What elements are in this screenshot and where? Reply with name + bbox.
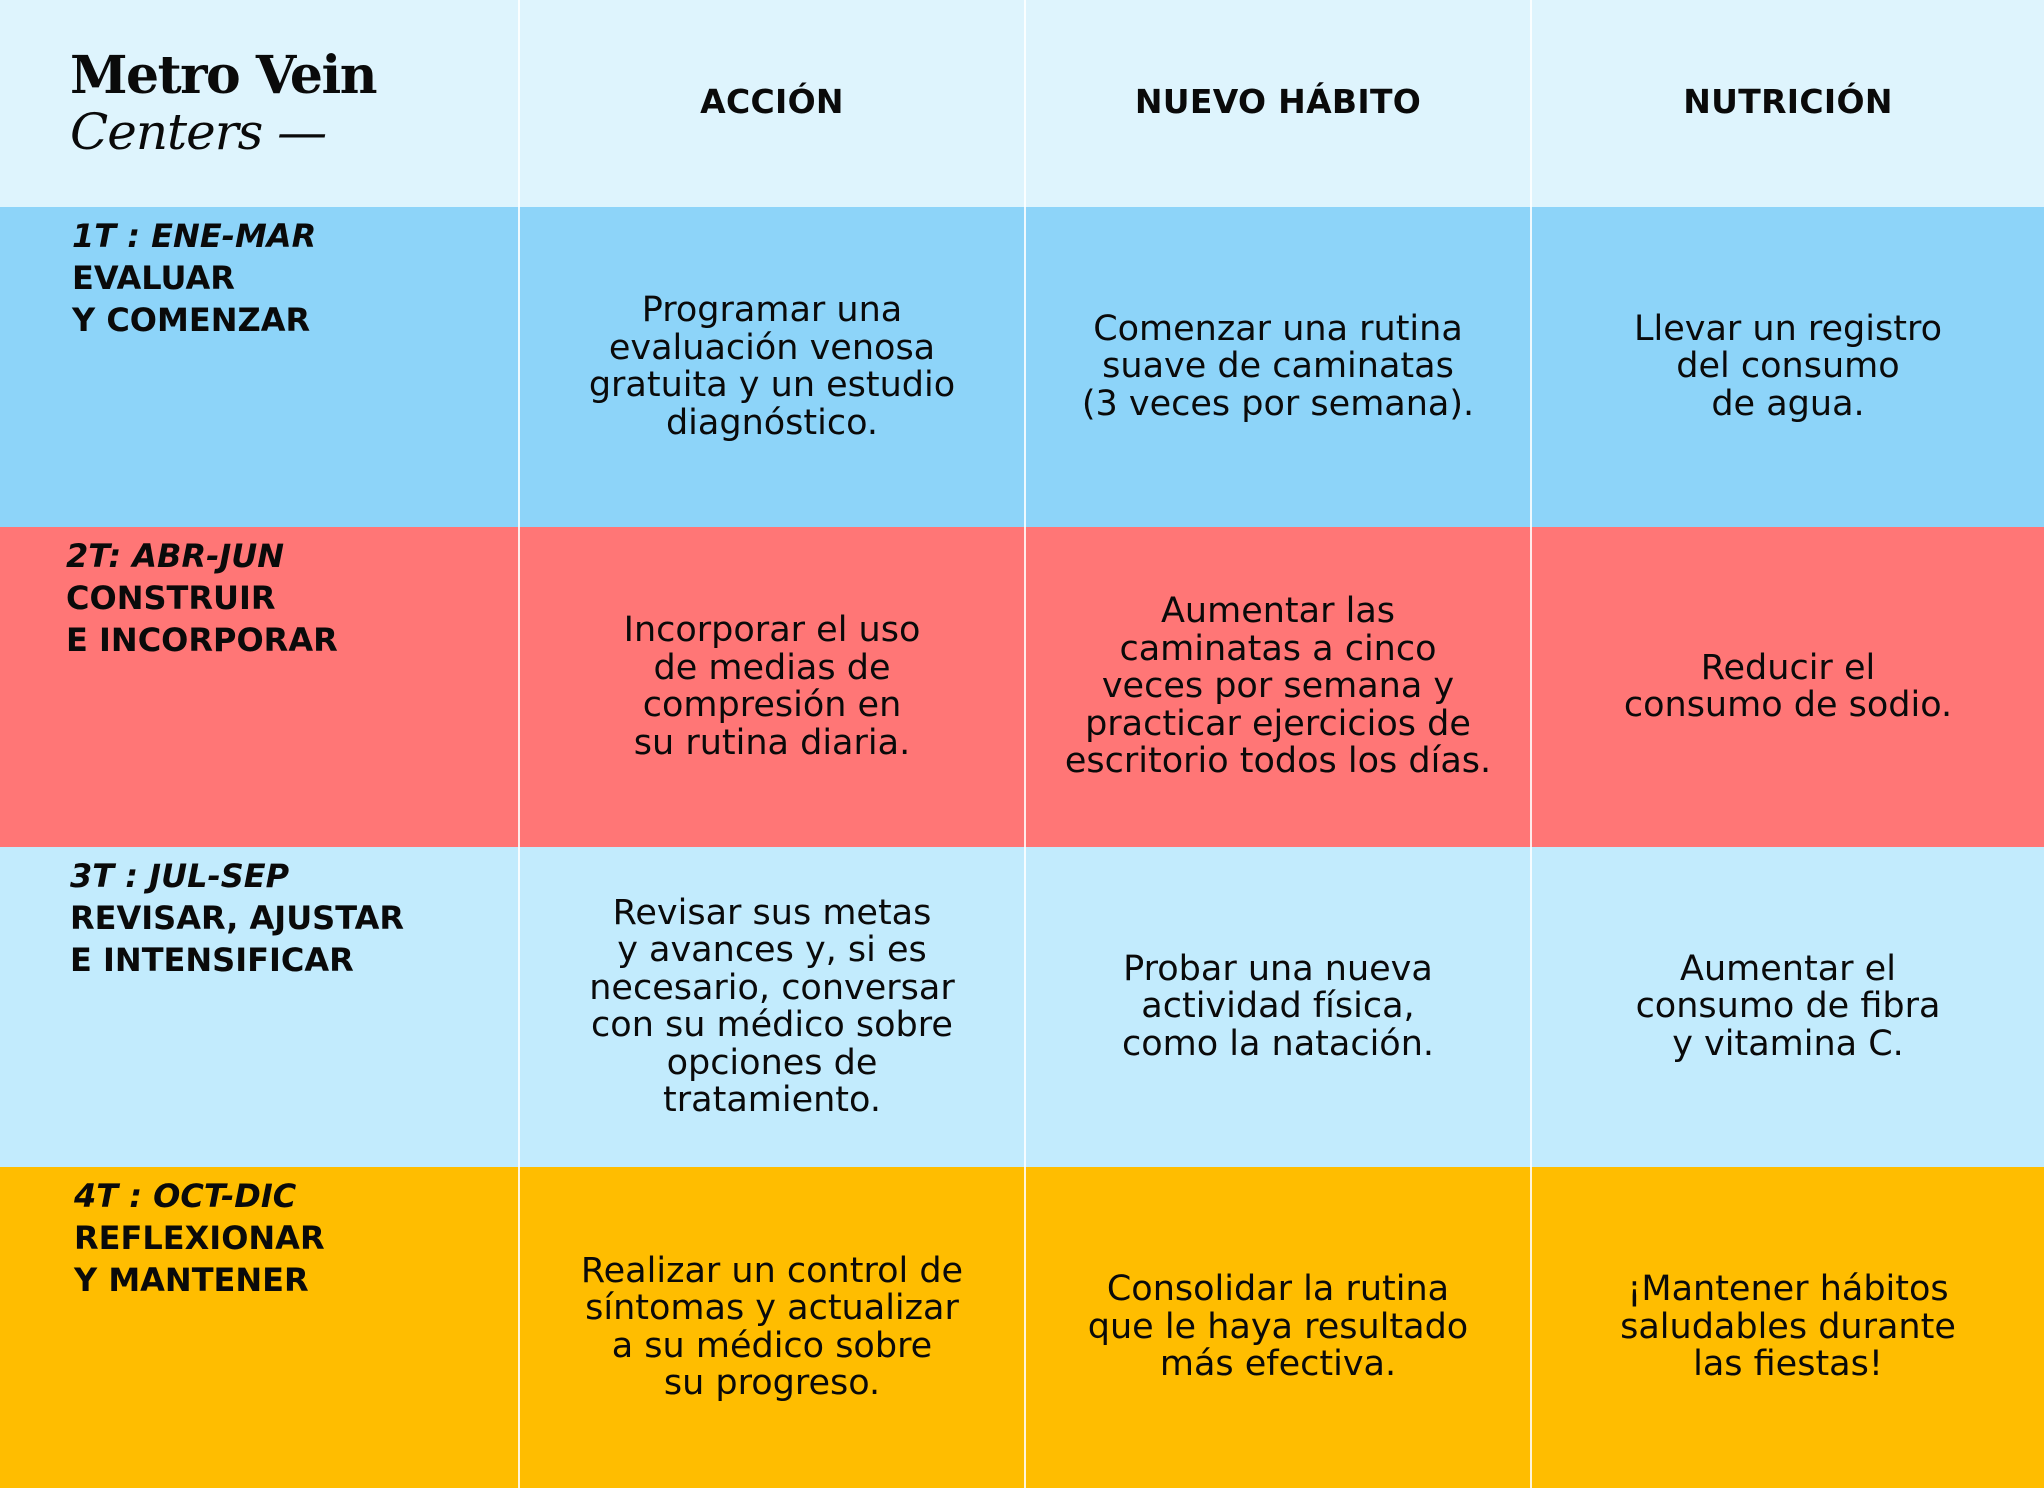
habito-text: Consolidar la rutina que le haya resulta… <box>1087 1269 1469 1385</box>
cell-accion-q1: Programar una evaluación venosa gratuita… <box>520 207 1026 527</box>
phase-label: EVALUAR Y COMENZAR <box>72 259 311 339</box>
nutricion-text: ¡Mantener hábitos saludables durante las… <box>1620 1269 1956 1385</box>
row-label-q4: 4T : OCT-DIC REFLEXIONAR Y MANTENER <box>0 1167 520 1488</box>
period-label: 1T : ENE-MAR <box>72 217 317 255</box>
cell-nutricion-q1: Llevar un registro del consumo de agua. <box>1532 207 2044 527</box>
phase-label: CONSTRUIR E INCORPORAR <box>66 579 338 659</box>
accion-text: Incorporar el uso de medias de compresió… <box>623 610 921 763</box>
header-accion: ACCIÓN <box>520 0 1026 207</box>
cell-accion-q3: Revisar sus metas y avances y, si es nec… <box>520 847 1026 1167</box>
cell-nutricion-q2: Reducir el consumo de sodio. <box>1532 527 2044 847</box>
cell-accion-q4: Realizar un control de síntomas y actual… <box>520 1167 1026 1488</box>
habito-text: Aumentar las caminatas a cinco veces por… <box>1064 591 1492 782</box>
nutricion-text: Llevar un registro del consumo de agua. <box>1633 308 1942 424</box>
row-label-q2: 2T: ABR-JUN CONSTRUIR E INCORPORAR <box>0 527 520 847</box>
logo-line2: Centers — <box>70 102 327 161</box>
nutricion-text: Aumentar el consumo de fibra y vitamina … <box>1635 948 1941 1064</box>
period-label: 2T: ABR-JUN <box>66 537 285 575</box>
cell-habito-q4: Consolidar la rutina que le haya resulta… <box>1026 1167 1532 1488</box>
accion-text: Realizar un control de síntomas y actual… <box>580 1250 964 1403</box>
cell-habito-q3: Probar una nueva actividad física, como … <box>1026 847 1532 1167</box>
row-label-q1: 1T : ENE-MAR EVALUAR Y COMENZAR <box>0 207 520 527</box>
habito-text: Probar una nueva actividad física, como … <box>1121 948 1435 1064</box>
column-title: NUEVO HÁBITO <box>1134 82 1422 121</box>
cell-habito-q2: Aumentar las caminatas a cinco veces por… <box>1026 527 1532 847</box>
cell-nutricion-q3: Aumentar el consumo de fibra y vitamina … <box>1532 847 2044 1167</box>
accion-text: Revisar sus metas y avances y, si es nec… <box>589 892 955 1120</box>
phase-label: REFLEXIONAR Y MANTENER <box>74 1219 325 1299</box>
accion-text: Programar una evaluación venosa gratuita… <box>588 290 956 443</box>
habito-text: Comenzar una rutina suave de caminatas (… <box>1081 308 1475 424</box>
phase-label: REVISAR, AJUSTAR E INTENSIFICAR <box>70 899 404 979</box>
nutricion-text: Reducir el consumo de sodio. <box>1623 647 1953 725</box>
period-label: 4T : OCT-DIC <box>74 1177 297 1215</box>
logo-line1: Metro Vein <box>70 44 378 106</box>
column-title: NUTRICIÓN <box>1683 82 1893 121</box>
cell-habito-q1: Comenzar una rutina suave de caminatas (… <box>1026 207 1532 527</box>
column-title: ACCIÓN <box>700 82 844 121</box>
logo: Metro Vein Centers — <box>0 0 520 207</box>
cell-accion-q2: Incorporar el uso de medias de compresió… <box>520 527 1026 847</box>
header-nuevo-habito: NUEVO HÁBITO <box>1026 0 1532 207</box>
row-label-q3: 3T : JUL-SEP REVISAR, AJUSTAR E INTENSIF… <box>0 847 520 1167</box>
header-nutricion: NUTRICIÓN <box>1532 0 2044 207</box>
period-label: 3T : JUL-SEP <box>70 857 290 895</box>
cell-nutricion-q4: ¡Mantener hábitos saludables durante las… <box>1532 1167 2044 1488</box>
